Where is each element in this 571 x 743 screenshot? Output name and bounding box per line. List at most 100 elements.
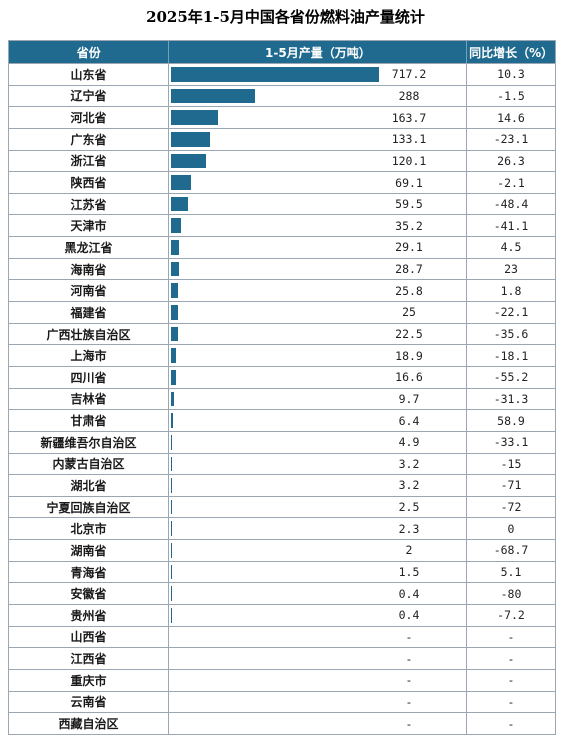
output-bar xyxy=(171,543,172,558)
output-bar xyxy=(171,434,173,450)
output-value: 2 xyxy=(405,543,413,558)
province-cell: 陕西省 xyxy=(9,172,169,193)
province-cell: 河北省 xyxy=(9,107,169,128)
growth-cell: 14.6 xyxy=(497,110,525,125)
output-cell: 1.5 xyxy=(169,561,467,583)
header-growth: 同比增长（%） xyxy=(469,45,554,60)
growth-cell: -18.1 xyxy=(493,348,529,363)
output-bar xyxy=(171,608,172,623)
table-row: 上海市 18.9 -18.1 xyxy=(9,344,555,366)
output-value: 35.2 xyxy=(395,218,423,233)
output-bar xyxy=(171,586,172,602)
output-value: 25 xyxy=(402,305,416,320)
output-value: - xyxy=(405,716,413,731)
output-cell: 2 xyxy=(169,540,467,561)
output-value: 69.1 xyxy=(395,175,423,190)
growth-cell: - xyxy=(507,694,515,709)
output-bar xyxy=(171,88,255,104)
table-row: 海南省 28.7 23 xyxy=(9,257,555,280)
output-bar xyxy=(171,283,179,299)
province-cell: 湖北省 xyxy=(9,475,169,496)
table-row: 江西省 - - xyxy=(9,647,555,669)
output-bar xyxy=(171,564,172,580)
province-cell: 河南省 xyxy=(9,280,169,302)
growth-cell: 4.5 xyxy=(500,240,522,255)
output-bar xyxy=(171,240,180,255)
province-cell: 山西省 xyxy=(9,626,169,648)
output-value: 2.5 xyxy=(398,500,420,515)
growth-cell: 1.8 xyxy=(500,283,522,298)
growth-cell: -48.4 xyxy=(493,197,529,212)
output-value: - xyxy=(405,694,413,709)
output-value: 133.1 xyxy=(391,132,427,147)
province-cell: 云南省 xyxy=(9,691,169,713)
output-value: 18.9 xyxy=(395,348,423,363)
output-cell: 288 xyxy=(169,85,467,107)
output-value: 0.4 xyxy=(398,608,420,623)
table-row: 内蒙古自治区 3.2 -15 xyxy=(9,452,555,475)
output-cell: - xyxy=(169,691,467,713)
output-value: 28.7 xyxy=(395,262,423,277)
table-row: 甘肃省 6.4 58.9 xyxy=(9,409,555,431)
output-cell: - xyxy=(169,713,467,734)
growth-cell: 5.1 xyxy=(500,565,522,580)
output-cell: 163.7 xyxy=(169,107,467,128)
province-cell: 辽宁省 xyxy=(9,85,169,107)
output-bar xyxy=(171,153,206,169)
province-cell: 内蒙古自治区 xyxy=(9,453,169,475)
province-cell: 西藏自治区 xyxy=(9,713,169,734)
output-bar xyxy=(171,175,192,190)
output-bar xyxy=(171,348,177,363)
output-value: 1.5 xyxy=(398,565,420,580)
output-value: 120.1 xyxy=(391,153,427,168)
province-cell: 重庆市 xyxy=(9,669,169,691)
table-body: 山东省 717.2 10.3 辽宁省 288 -1.5 河北省 163.7 14.6 广东省 133… xyxy=(9,63,555,734)
output-value: 9.7 xyxy=(398,391,420,406)
output-bar xyxy=(171,261,180,277)
province-cell: 吉林省 xyxy=(9,388,169,410)
growth-cell: -33.1 xyxy=(493,435,529,450)
province-cell: 安徽省 xyxy=(9,583,169,605)
table-row: 天津市 35.2 -41.1 xyxy=(9,214,555,237)
province-cell: 海南省 xyxy=(9,258,169,280)
province-cell: 贵州省 xyxy=(9,605,169,626)
output-cell: 2.5 xyxy=(169,496,467,518)
output-cell: - xyxy=(169,648,467,669)
output-cell: 59.5 xyxy=(169,193,467,215)
output-value: 29.1 xyxy=(395,240,423,255)
table-row: 西藏自治区 - - xyxy=(9,712,555,734)
output-cell: 0.4 xyxy=(169,605,467,626)
output-bar xyxy=(171,110,219,125)
output-bar xyxy=(171,305,179,320)
output-bar xyxy=(171,218,182,234)
growth-cell: -35.6 xyxy=(493,327,529,341)
chart-title: 2025年1-5月中国各省份燃料油产量统计 xyxy=(146,8,425,26)
province-cell: 甘肃省 xyxy=(9,410,169,431)
output-cell: 4.9 xyxy=(169,431,467,453)
output-value: - xyxy=(405,651,413,666)
growth-cell: -71 xyxy=(500,478,522,493)
output-value: 163.7 xyxy=(391,110,427,125)
output-cell: - xyxy=(169,669,467,691)
growth-cell: -22.1 xyxy=(493,305,529,320)
output-value: 16.6 xyxy=(395,370,423,385)
table-row: 新疆维吾尔自治区 4.9 -33.1 xyxy=(9,430,555,453)
table-row: 重庆市 - - xyxy=(9,668,555,691)
output-cell: - xyxy=(169,626,467,648)
table-row: 浙江省 120.1 26.3 xyxy=(9,149,555,172)
output-cell: 717.2 xyxy=(169,64,467,85)
output-bar xyxy=(171,67,379,82)
growth-cell: - xyxy=(507,629,515,644)
growth-cell: -68.7 xyxy=(493,543,529,558)
province-cell: 广西壮族自治区 xyxy=(9,323,169,345)
province-cell: 四川省 xyxy=(9,366,169,388)
growth-cell: -55.2 xyxy=(493,370,529,385)
growth-cell: -31.3 xyxy=(493,391,529,406)
growth-cell: -15 xyxy=(500,456,522,471)
province-cell: 黑龙江省 xyxy=(9,237,169,258)
table-row: 山西省 - - xyxy=(9,625,555,648)
output-bar xyxy=(171,413,173,428)
output-cell: 3.2 xyxy=(169,453,467,475)
table-row: 湖北省 3.2 -71 xyxy=(9,474,555,496)
output-bar xyxy=(171,391,174,407)
